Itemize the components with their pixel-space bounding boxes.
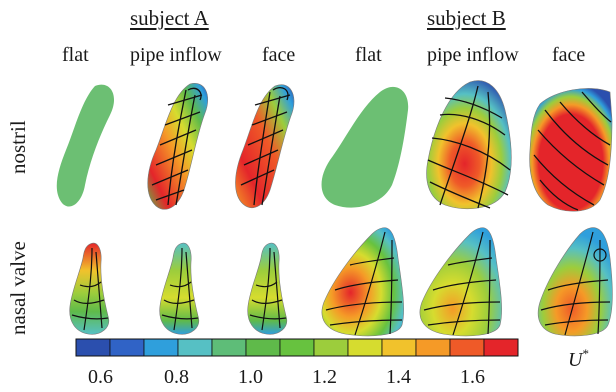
valve-b-face — [537, 227, 613, 337]
column-label-a-pipe-inflow: pipe inflow — [130, 44, 222, 66]
colorbar-cell-12 — [483, 338, 519, 357]
row-label-nasal-valve: nasal valve — [6, 241, 30, 335]
colorbar-label-main: U — [568, 349, 583, 371]
nostril-b-flat-shape — [321, 86, 409, 208]
colorbar — [75, 338, 519, 357]
colorbar-label-sup: * — [582, 346, 589, 361]
row-label-nostril: nostril — [6, 120, 30, 174]
colorbar-cell-8 — [347, 338, 383, 357]
nostril-a-face — [235, 84, 295, 208]
colorbar-label: U* — [568, 346, 589, 372]
colorbar-cell-3 — [177, 338, 213, 357]
valve-b-pipe-inflow — [419, 227, 502, 337]
nostril-a-pipe-inflow — [147, 83, 209, 210]
colorbar-cell-2 — [143, 338, 179, 357]
column-label-a-flat: flat — [62, 44, 89, 66]
colorbar-cell-0 — [75, 338, 111, 357]
colorbar-tick-5: 1.6 — [460, 366, 485, 388]
colorbar-cell-5 — [245, 338, 281, 357]
colorbar-cell-7 — [313, 338, 349, 357]
colorbar-cell-6 — [279, 338, 315, 357]
column-label-b-flat: flat — [355, 44, 382, 66]
colorbar-tick-1: 0.8 — [164, 366, 189, 388]
subject-b-label: subject B — [427, 6, 506, 30]
nostril-b-pipe-inflow — [426, 80, 512, 210]
colorbar-cell-9 — [381, 338, 417, 357]
colorbar-cell-11 — [449, 338, 485, 357]
colorbar-cell-1 — [109, 338, 145, 357]
colorbar-tick-0: 0.6 — [88, 366, 113, 388]
column-label-b-pipe-inflow: pipe inflow — [427, 44, 519, 66]
column-label-a-face: face — [262, 44, 296, 66]
colorbar-cell-4 — [211, 338, 247, 357]
colorbar-cell-10 — [415, 338, 451, 357]
valve-a-flat — [69, 242, 110, 335]
valve-b-flat — [321, 227, 404, 337]
valve-a-face — [247, 242, 288, 335]
valve-a-pipe-inflow — [159, 242, 200, 335]
nostril-b-face — [529, 88, 613, 212]
colorbar-frame — [75, 338, 519, 357]
colorbar-tick-2: 1.0 — [238, 366, 263, 388]
colorbar-tick-3: 1.2 — [312, 366, 337, 388]
subject-a-label: subject A — [130, 6, 209, 30]
nostril-a-flat-shape — [56, 84, 115, 207]
column-label-b-face: face — [552, 44, 586, 66]
colorbar-tick-4: 1.4 — [386, 366, 411, 388]
